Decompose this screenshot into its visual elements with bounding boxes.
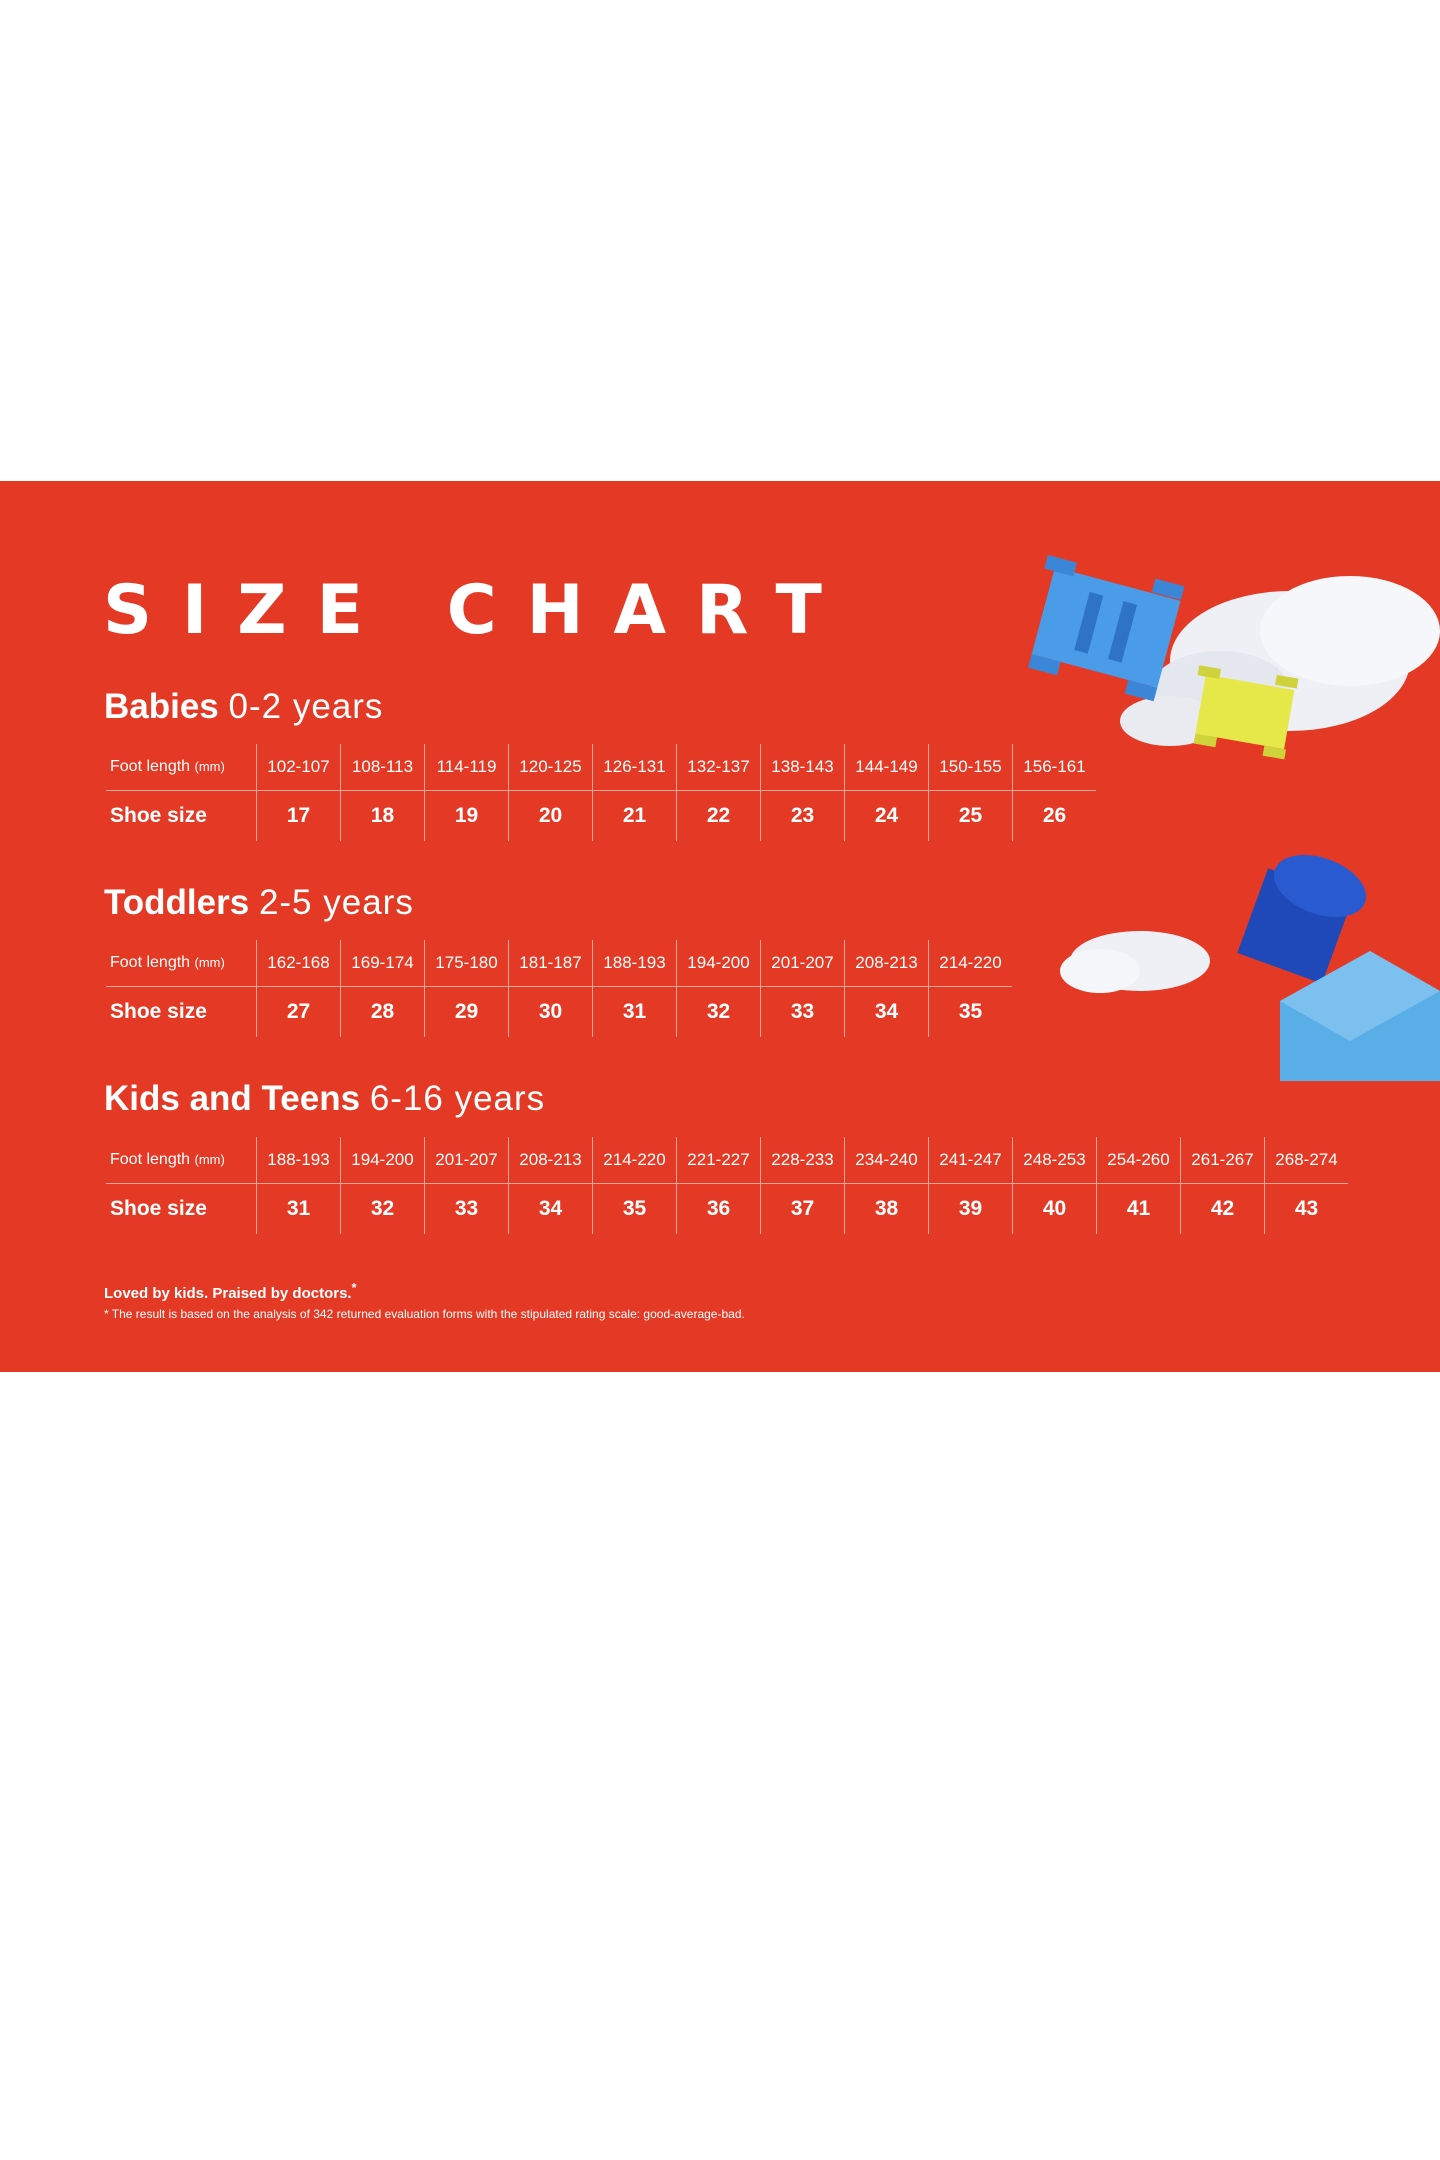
foot-length-cell: 208-213 xyxy=(844,940,929,987)
shoe-size-cell: 20 xyxy=(508,790,593,841)
shoe-size-cell: 28 xyxy=(340,986,425,1037)
foot-length-cell: 221-227 xyxy=(676,1137,761,1184)
page-title: SIZE CHART xyxy=(103,571,852,650)
shoe-size-label: Shoe size xyxy=(106,790,257,841)
foot-length-row: Foot length (mm) 162-168 169-174 175-180… xyxy=(106,940,1012,987)
shoe-size-cell: 31 xyxy=(592,986,677,1037)
shoe-size-cell: 34 xyxy=(508,1183,593,1234)
shoe-size-cell: 32 xyxy=(676,986,761,1037)
shoe-size-row: Shoe size 17 18 19 20 21 22 23 24 25 26 xyxy=(106,790,1096,841)
foot-length-row: Foot length (mm) 188-193 194-200 201-207… xyxy=(106,1137,1348,1184)
foot-length-cell: 175-180 xyxy=(424,940,509,987)
shoe-size-cell: 40 xyxy=(1012,1183,1097,1234)
shoe-size-label: Shoe size xyxy=(106,986,257,1037)
foot-length-cell: 228-233 xyxy=(760,1137,845,1184)
shoe-size-cell: 34 xyxy=(844,986,929,1037)
unit-label: (mm) xyxy=(194,1152,225,1167)
foot-length-label: Foot length xyxy=(110,1151,191,1168)
blue-block-icon xyxy=(1028,554,1185,702)
shoe-size-cell: 39 xyxy=(928,1183,1013,1234)
foot-length-cell: 114-119 xyxy=(424,744,509,791)
shoe-size-cell: 25 xyxy=(928,790,1013,841)
shoe-size-cell: 32 xyxy=(340,1183,425,1234)
foot-length-label: Foot length xyxy=(110,954,191,971)
shoe-size-cell: 33 xyxy=(424,1183,509,1234)
shoe-size-cell: 19 xyxy=(424,790,509,841)
unit-label: (mm) xyxy=(194,955,225,970)
toy-blocks-clouds-illustration xyxy=(1028,554,1440,1081)
foot-length-cell: 214-220 xyxy=(592,1137,677,1184)
shoe-size-cell: 24 xyxy=(844,790,929,841)
section-heading-kids-teens: Kids and Teens 6-16 years xyxy=(104,1079,546,1118)
unit-label: (mm) xyxy=(194,759,225,774)
shoe-size-cell: 17 xyxy=(256,790,341,841)
shoe-size-label: Shoe size xyxy=(106,1183,257,1234)
foot-length-cell: 214-220 xyxy=(928,940,1012,987)
shoe-size-cell: 36 xyxy=(676,1183,761,1234)
foot-length-cell: 108-113 xyxy=(340,744,425,791)
foot-length-cell: 268-274 xyxy=(1264,1137,1348,1184)
shoe-size-cell: 31 xyxy=(256,1183,341,1234)
shoe-size-cell: 35 xyxy=(592,1183,677,1234)
shoe-size-cell: 42 xyxy=(1180,1183,1265,1234)
foot-length-cell: 201-207 xyxy=(424,1137,509,1184)
foot-length-row: Foot length (mm) 102-107 108-113 114-119… xyxy=(106,744,1096,791)
foot-length-cell: 102-107 xyxy=(256,744,341,791)
foot-length-cell: 126-131 xyxy=(592,744,677,791)
foot-length-cell: 208-213 xyxy=(508,1137,593,1184)
foot-length-cell: 188-193 xyxy=(592,940,677,987)
shoe-size-cell: 23 xyxy=(760,790,845,841)
shoe-size-cell: 26 xyxy=(1012,790,1096,841)
shoe-size-cell: 37 xyxy=(760,1183,845,1234)
section-heading-toddlers: Toddlers 2-5 years xyxy=(104,883,414,922)
shoe-size-row: Shoe size 31 32 33 34 35 36 37 38 39 40 … xyxy=(106,1183,1348,1234)
cube-block-icon xyxy=(1280,951,1440,1081)
yellow-block-icon xyxy=(1193,665,1299,760)
cloud-bottom-icon xyxy=(1060,931,1210,993)
foot-length-cell: 241-247 xyxy=(928,1137,1013,1184)
foot-length-label: Foot length xyxy=(110,758,191,775)
shoe-size-cell: 29 xyxy=(424,986,509,1037)
shoe-size-cell: 21 xyxy=(592,790,677,841)
foot-length-cell: 188-193 xyxy=(256,1137,341,1184)
shoe-size-cell: 41 xyxy=(1096,1183,1181,1234)
section-heading-babies: Babies 0-2 years xyxy=(104,687,384,726)
foot-length-cell: 120-125 xyxy=(508,744,593,791)
foot-length-cell: 169-174 xyxy=(340,940,425,987)
foot-length-cell: 144-149 xyxy=(844,744,929,791)
foot-length-cell: 234-240 xyxy=(844,1137,929,1184)
shoe-size-cell: 35 xyxy=(928,986,1012,1037)
size-chart-banner: SIZE CHART xyxy=(0,481,1440,1372)
foot-length-cell: 132-137 xyxy=(676,744,761,791)
shoe-size-cell: 43 xyxy=(1264,1183,1348,1234)
size-table-kids-teens: Foot length (mm) 188-193 194-200 201-207… xyxy=(106,1137,1348,1234)
foot-length-cell: 162-168 xyxy=(256,940,341,987)
tagline: Loved by kids. Praised by doctors.* xyxy=(104,1281,357,1302)
foot-length-cell: 261-267 xyxy=(1180,1137,1265,1184)
shoe-size-cell: 22 xyxy=(676,790,761,841)
foot-length-cell: 194-200 xyxy=(340,1137,425,1184)
size-table-babies: Foot length (mm) 102-107 108-113 114-119… xyxy=(106,744,1096,841)
foot-length-cell: 194-200 xyxy=(676,940,761,987)
shoe-size-cell: 18 xyxy=(340,790,425,841)
cylinder-block-icon xyxy=(1237,854,1367,984)
shoe-size-cell: 27 xyxy=(256,986,341,1037)
foot-length-cell: 248-253 xyxy=(1012,1137,1097,1184)
foot-length-cell: 156-161 xyxy=(1012,744,1096,791)
shoe-size-cell: 38 xyxy=(844,1183,929,1234)
shoe-size-cell: 30 xyxy=(508,986,593,1037)
foot-length-cell: 150-155 xyxy=(928,744,1013,791)
shoe-size-cell: 33 xyxy=(760,986,845,1037)
foot-length-cell: 181-187 xyxy=(508,940,593,987)
size-table-toddlers: Foot length (mm) 162-168 169-174 175-180… xyxy=(106,940,1012,1037)
foot-length-cell: 201-207 xyxy=(760,940,845,987)
foot-length-cell: 138-143 xyxy=(760,744,845,791)
foot-length-cell: 254-260 xyxy=(1096,1137,1181,1184)
footnote: * The result is based on the analysis of… xyxy=(104,1307,745,1321)
shoe-size-row: Shoe size 27 28 29 30 31 32 33 34 35 xyxy=(106,986,1012,1037)
